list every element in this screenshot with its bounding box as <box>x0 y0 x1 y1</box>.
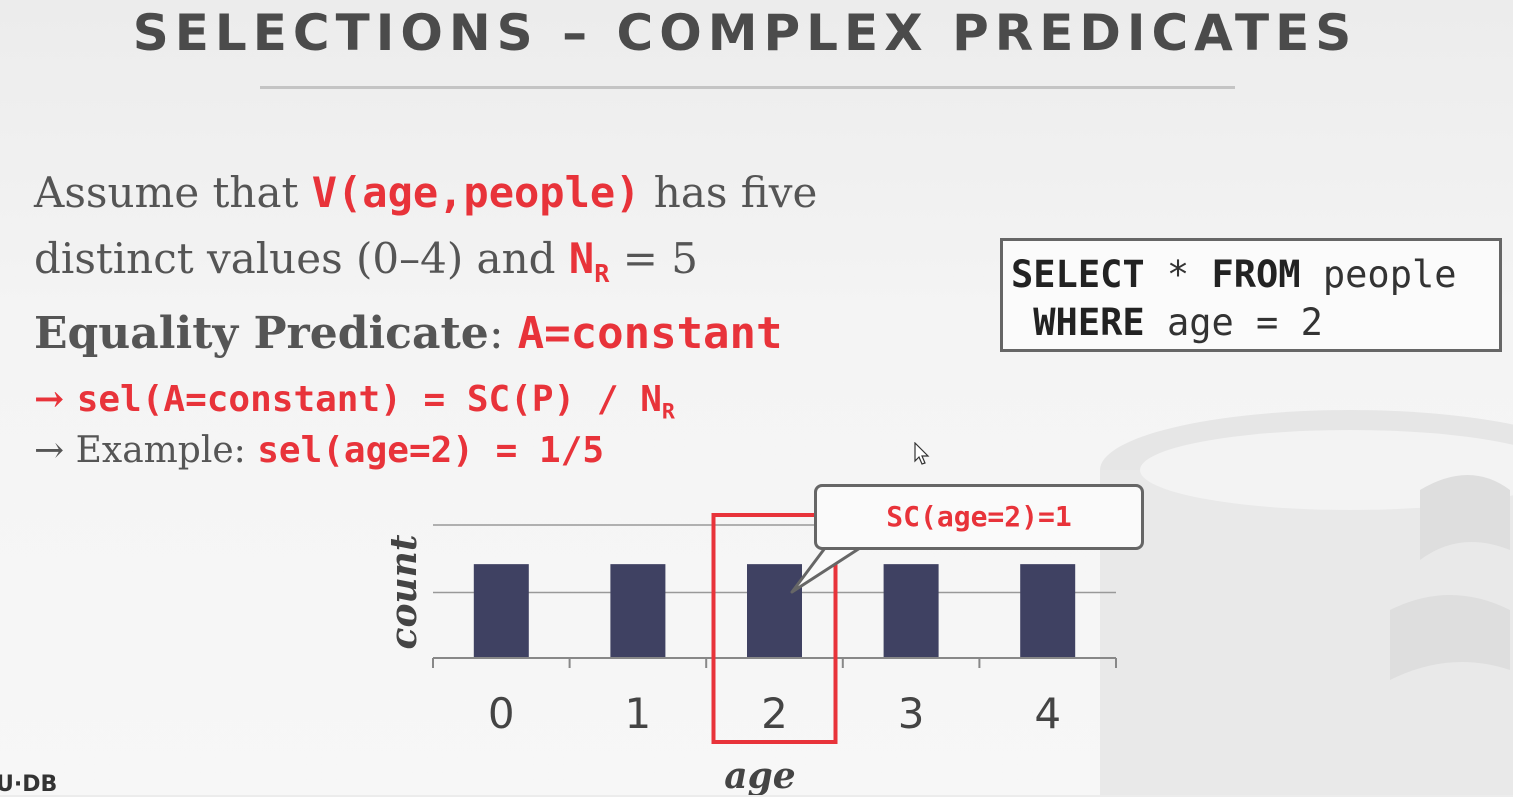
footer-logo-text: U·DB <box>0 772 58 797</box>
assumption-line-2: distinct values (0–4) and NR = 5 <box>34 234 698 288</box>
distinct-values-text: distinct values (0–4) and <box>34 234 569 283</box>
highlight-box <box>711 513 838 744</box>
example-code: sel(age=2) = 1/5 <box>257 430 605 471</box>
nr-symbol: NR <box>568 234 610 288</box>
equality-predicate-heading: Equality Predicate: A=constant <box>34 308 783 359</box>
x-tick-label: 3 <box>898 689 925 738</box>
x-tick-label: 0 <box>488 689 515 738</box>
equality-predicate-label: Equality Predicate <box>34 308 489 359</box>
bar-age-1 <box>610 564 666 657</box>
formula-code: sel(A=constant) = SC(P) / NR <box>76 379 675 425</box>
assumption-line-1: Assume that V(age,people) has five <box>34 168 817 217</box>
database-watermark-icon <box>1100 410 1513 795</box>
slide-title: SELECTIONS – COMPLEX PREDICATES <box>132 4 1358 62</box>
selectivity-formula: → sel(A=constant) = SC(P) / NR <box>34 378 675 425</box>
example-line: → Example: sel(age=2) = 1/5 <box>34 430 604 471</box>
bar-age-4 <box>1020 564 1076 657</box>
mouse-cursor-icon <box>914 442 930 465</box>
assumption-prefix: Assume that <box>34 168 312 217</box>
sql-query-box: SELECT * FROM people WHERE age = 2 <box>1000 238 1502 352</box>
nr-value: = 5 <box>609 234 698 283</box>
title-divider <box>260 86 1235 89</box>
sql-line-2: WHERE age = 2 <box>1033 301 1323 344</box>
histogram-chart: 0 1 2 3 4 count age <box>383 513 1117 795</box>
x-tick-label: 1 <box>625 689 652 738</box>
arrow-icon: → <box>34 430 76 471</box>
bar-age-2 <box>747 564 802 657</box>
y-axis-label: count <box>383 534 425 649</box>
arrow-icon: → <box>34 378 77 420</box>
sql-line-1: SELECT * FROM people <box>1011 253 1457 296</box>
x-axis-label: age <box>724 755 795 795</box>
sc-callout: SC(age=2)=1 <box>814 484 1144 550</box>
assumption-suffix: has five <box>640 168 818 217</box>
example-label: Example: <box>75 430 258 471</box>
callout-pointer <box>790 546 862 594</box>
bar-age-0 <box>473 564 529 657</box>
v-age-people-code: V(age,people) <box>311 168 641 217</box>
bar-age-3 <box>883 564 939 657</box>
x-tick-label: 2 <box>761 689 788 738</box>
x-tick-label: 4 <box>1034 689 1061 738</box>
a-constant-code: A=constant <box>517 308 783 359</box>
